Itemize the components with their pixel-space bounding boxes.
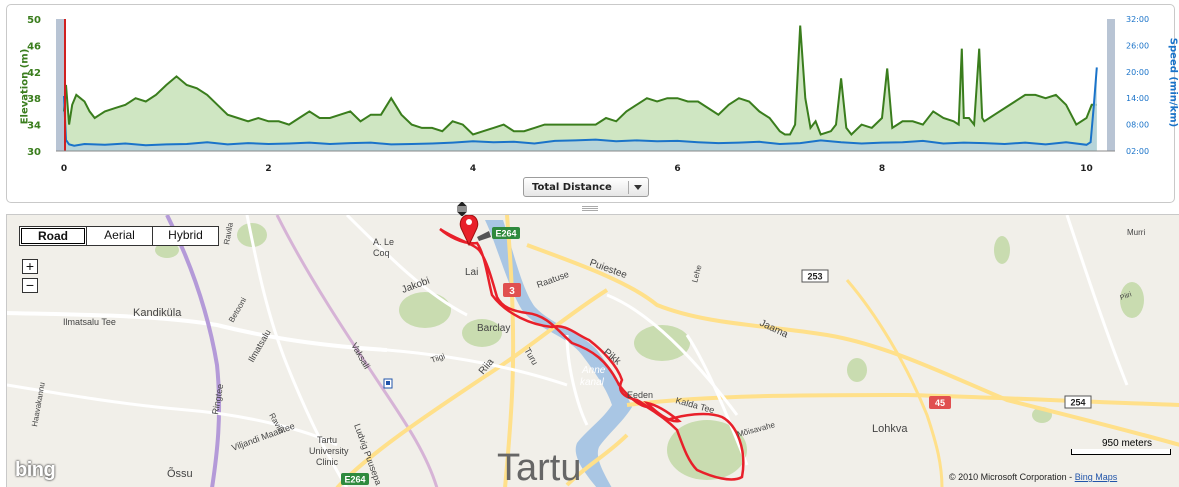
elevation-chart-panel: 30 34 38 42 46 50 02:00 08:00 14:00 20:00 26:00 32:… bbox=[6, 4, 1179, 204]
place-label: Murri bbox=[1127, 228, 1145, 237]
place-label: Barclay bbox=[477, 323, 510, 334]
y-right-tick-label: 26:00 bbox=[1126, 41, 1149, 50]
svg-text:253: 253 bbox=[807, 272, 822, 282]
road-shield-e264-top: E264 bbox=[492, 227, 520, 239]
x-tick-label: 10 bbox=[1080, 164, 1093, 174]
train-station-icon bbox=[383, 378, 393, 389]
map-background bbox=[7, 215, 1179, 487]
place-label: Lohkva bbox=[872, 423, 908, 435]
route-map[interactable]: E264 E264 3 253 45 254 Tartu Kandiküla I… bbox=[7, 215, 1179, 487]
clinic-line2: University bbox=[309, 446, 349, 456]
anne-line2: kanal bbox=[580, 377, 605, 388]
anne-line1: Anne bbox=[581, 365, 606, 376]
street-label: Lai bbox=[465, 267, 478, 278]
y-left-tick-label: 34 bbox=[27, 121, 41, 132]
right-axis-bar bbox=[1107, 19, 1115, 151]
elevation-speed-chart[interactable]: 30343842465002:0008:0014:0020:0026:0032:… bbox=[7, 5, 1176, 204]
zoom-in-button[interactable]: + bbox=[22, 259, 38, 274]
x-tick-label: 2 bbox=[265, 164, 271, 174]
map-panel[interactable]: E264 E264 3 253 45 254 Tartu Kandiküla I… bbox=[6, 214, 1179, 487]
series-line-elevation bbox=[63, 25, 1097, 136]
left-axis-bar bbox=[56, 19, 64, 151]
clinic-line1: Tartu bbox=[317, 435, 337, 445]
y-left-tick-label: 30 bbox=[27, 147, 41, 158]
y-right-tick-label: 14:00 bbox=[1126, 94, 1149, 103]
road-shield-45: 45 bbox=[929, 396, 951, 409]
zoom-out-button[interactable]: − bbox=[22, 278, 38, 293]
scale-bar bbox=[1071, 449, 1171, 455]
svg-text:E264: E264 bbox=[495, 229, 516, 239]
y-axis-left-label: Elevation (m) bbox=[19, 48, 31, 125]
road-shield-3: 3 bbox=[503, 283, 521, 297]
y-left-tick-label: 50 bbox=[27, 15, 41, 26]
map-type-switcher: Road Aerial Hybrid bbox=[19, 226, 219, 246]
y-right-tick-label: 08:00 bbox=[1126, 121, 1149, 130]
x-axis-select[interactable]: Total Distance bbox=[523, 177, 649, 197]
street-label: Ilmatsalu Tee bbox=[63, 317, 116, 327]
road-shield-254: 254 bbox=[1064, 395, 1092, 409]
x-tick-label: 4 bbox=[470, 164, 476, 174]
street-label: Ravila bbox=[222, 221, 235, 245]
city-label: Tartu bbox=[497, 447, 581, 487]
resize-handle-icon[interactable] bbox=[456, 202, 468, 216]
y-right-tick-label: 20:00 bbox=[1126, 68, 1149, 77]
copyright-text: © 2010 Microsoft Corporation - bbox=[949, 472, 1075, 482]
route-track-loop bbox=[643, 400, 682, 423]
y-axis-right-label: Speed (min/km) bbox=[1167, 37, 1179, 128]
alecoq-line1: A. Le bbox=[373, 237, 394, 247]
map-type-aerial-button[interactable]: Aerial bbox=[86, 227, 152, 245]
panel-splitter[interactable] bbox=[582, 206, 598, 211]
svg-text:E264: E264 bbox=[344, 475, 365, 485]
road-shield-253: 253 bbox=[801, 269, 829, 283]
svg-text:3: 3 bbox=[509, 286, 515, 297]
water-label-anne-kanal: Anne kanal bbox=[580, 365, 608, 388]
y-left-tick-label: 38 bbox=[27, 94, 41, 105]
x-tick-label: 0 bbox=[61, 164, 67, 174]
road-shield-e264-bottom: E264 bbox=[341, 473, 369, 485]
bing-maps-link[interactable]: Bing Maps bbox=[1074, 472, 1118, 482]
alecoq-line2: Coq bbox=[373, 248, 390, 258]
place-label-alecoq: A. Le Coq bbox=[373, 237, 397, 258]
bing-logo: bing bbox=[15, 459, 56, 481]
select-separator bbox=[628, 181, 629, 194]
place-label: Eeden bbox=[627, 390, 653, 400]
y-left-tick-label: 46 bbox=[27, 41, 41, 52]
series-area-elevation bbox=[64, 25, 1097, 152]
svg-text:45: 45 bbox=[935, 398, 945, 408]
svg-text:254: 254 bbox=[1070, 398, 1085, 408]
y-right-tick-label: 02:00 bbox=[1126, 147, 1149, 156]
place-label-clinic: Tartu University Clinic bbox=[309, 435, 351, 467]
map-type-hybrid-button[interactable]: Hybrid bbox=[152, 227, 218, 245]
scale-label: 950 meters bbox=[1102, 438, 1153, 449]
map-type-road-button[interactable]: Road bbox=[21, 228, 85, 244]
x-tick-label: 6 bbox=[674, 164, 680, 174]
y-left-tick-label: 42 bbox=[27, 68, 41, 79]
place-label: Õssu bbox=[167, 467, 193, 480]
y-right-tick-label: 32:00 bbox=[1126, 15, 1149, 24]
copyright-notice: © 2010 Microsoft Corporation - Bing Maps bbox=[949, 472, 1117, 482]
place-label: Kandiküla bbox=[133, 307, 182, 319]
chevron-down-icon bbox=[634, 185, 642, 190]
x-axis-select-label: Total Distance bbox=[532, 181, 612, 193]
series-line-speed bbox=[63, 67, 1098, 147]
clinic-line3: Clinic bbox=[316, 457, 339, 467]
x-tick-label: 8 bbox=[879, 164, 885, 174]
route-track bbox=[439, 227, 745, 481]
start-pin-icon[interactable] bbox=[459, 215, 491, 247]
place-label: Piiri bbox=[1119, 291, 1133, 302]
